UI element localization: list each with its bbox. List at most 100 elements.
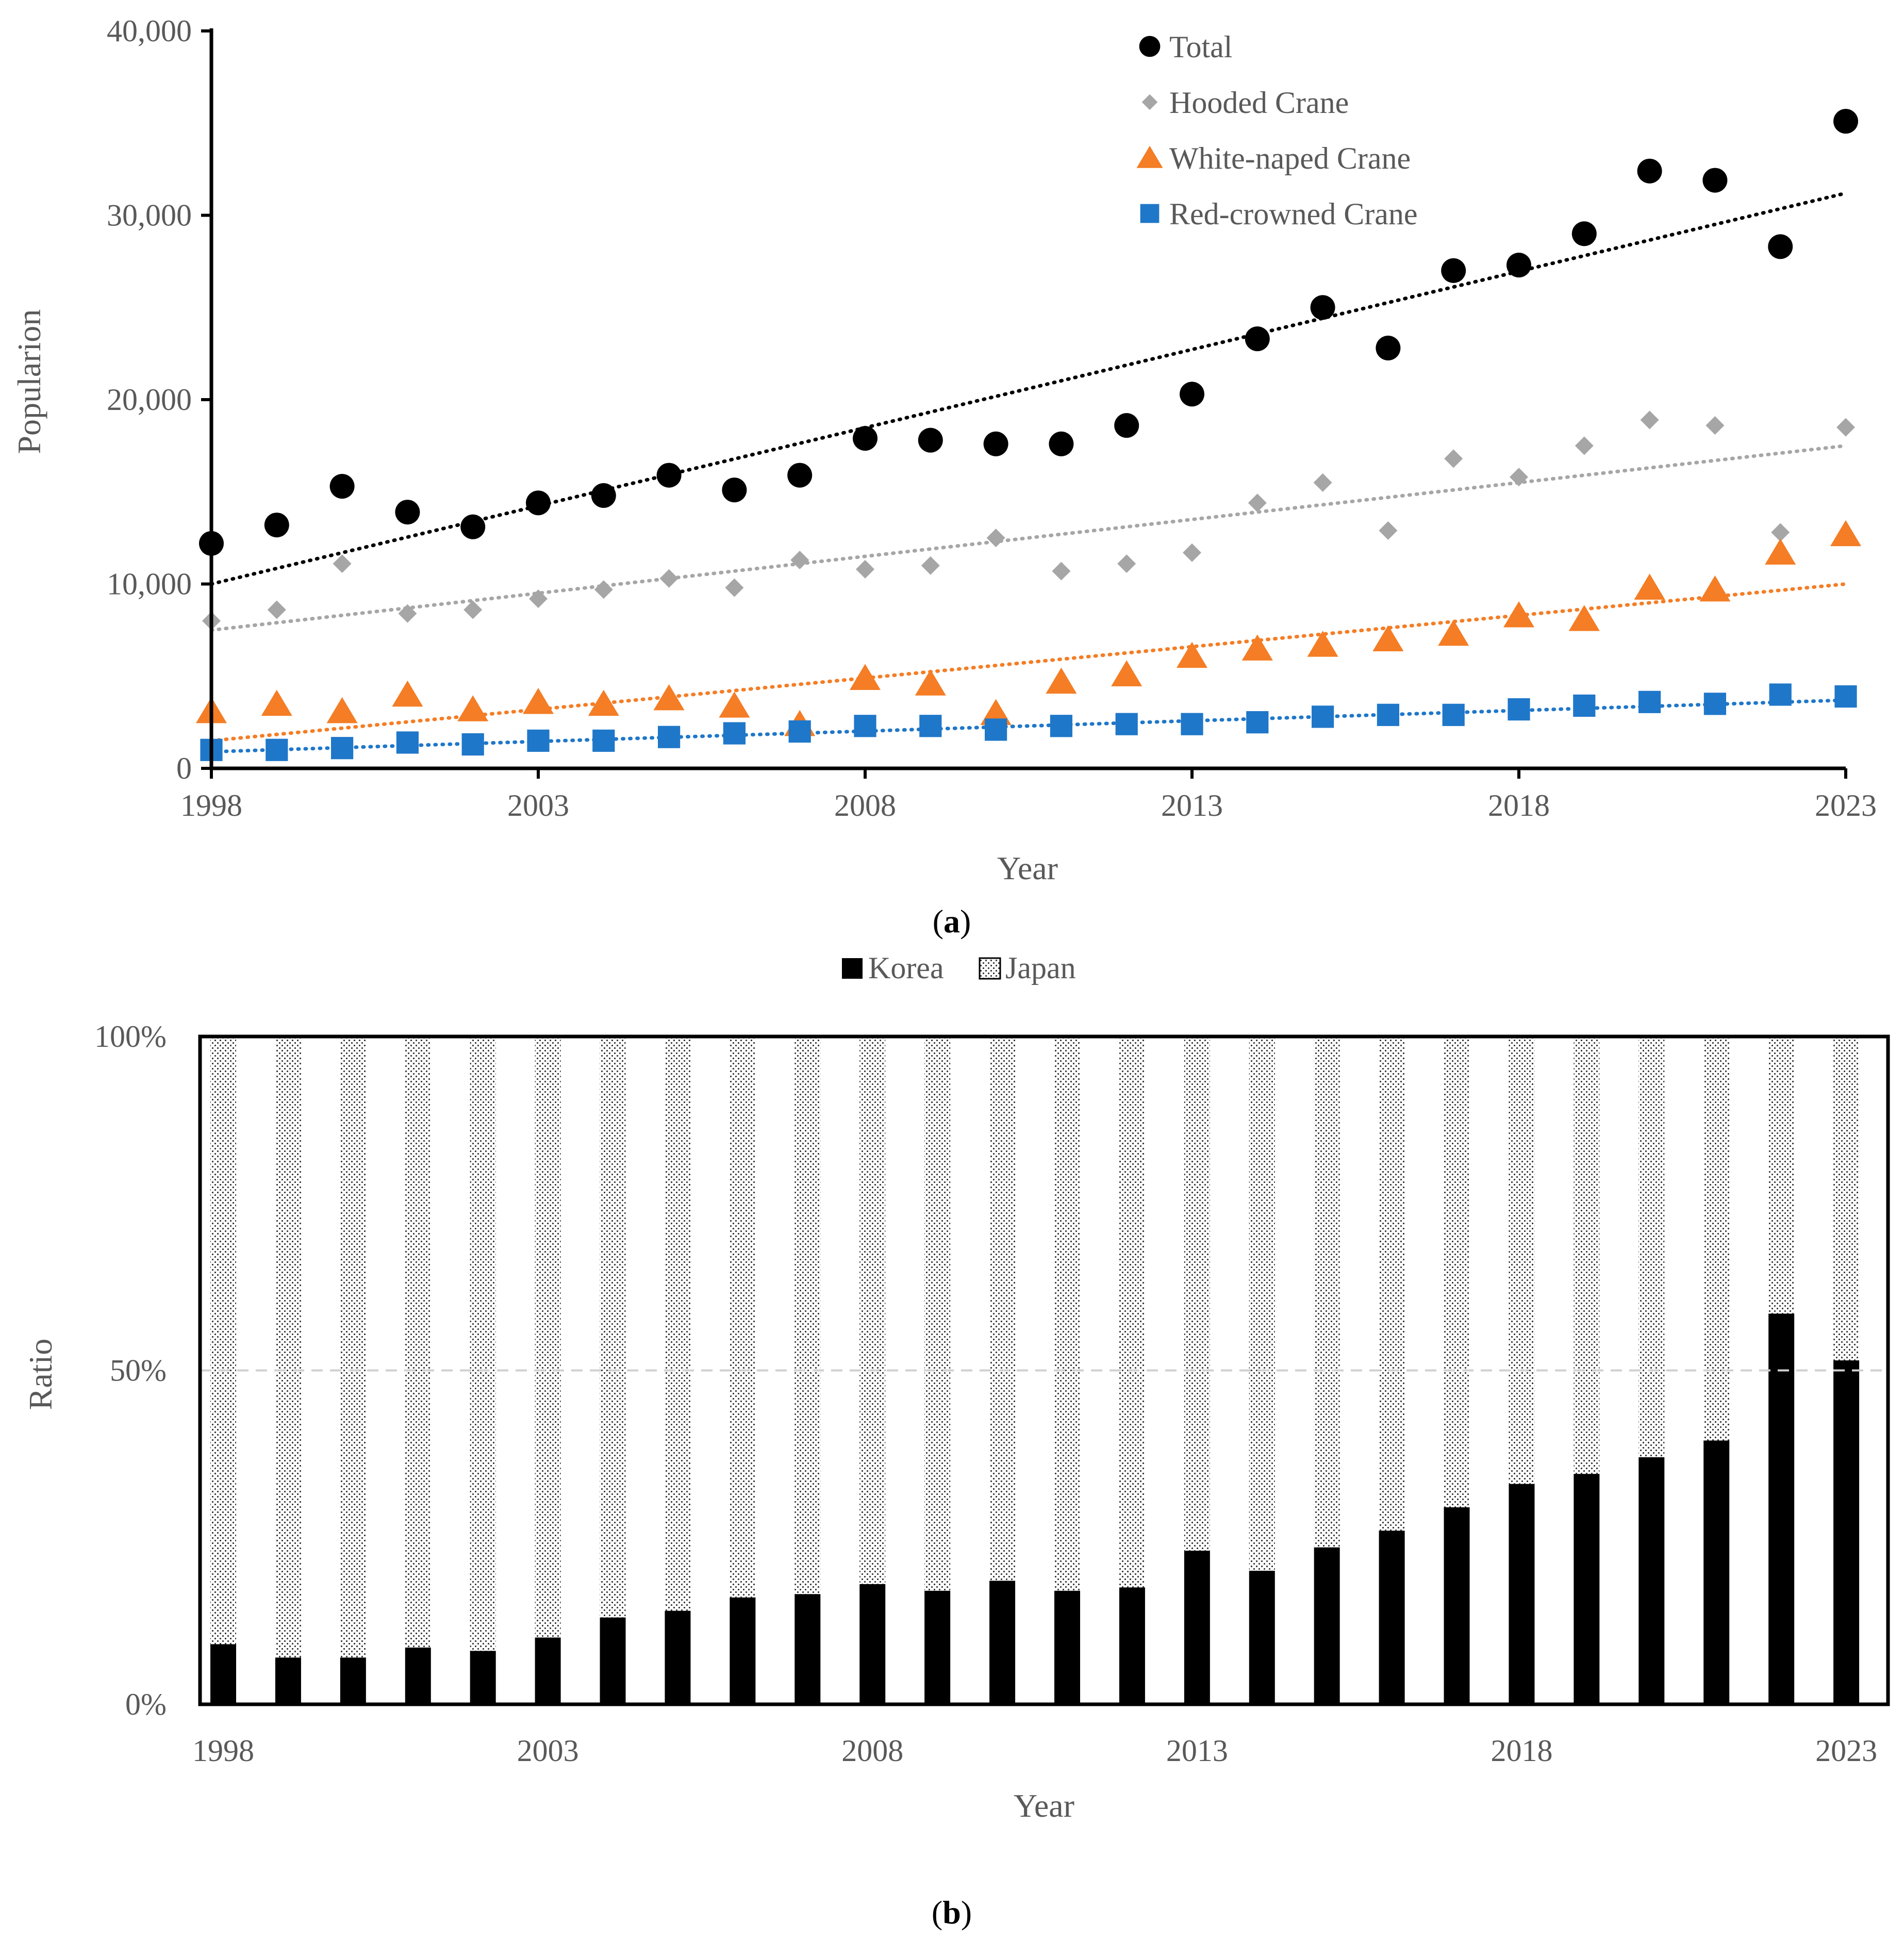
point-total <box>983 431 1008 456</box>
panel-b-ticks: 0% 50% 100% 1998 2003 2008 2013 2018 2023 <box>94 1019 1877 1768</box>
panel-b-legend: Korea Japan <box>842 951 1076 985</box>
panel-a-trendlines <box>209 191 1848 754</box>
bar-korea-2020 <box>1638 1457 1665 1704</box>
trendline-red-crowned-crane <box>209 698 1848 754</box>
point-hooded-crane <box>1706 416 1725 435</box>
point-red-crowned-crane <box>1703 693 1726 715</box>
bar-japan-2004 <box>600 1037 626 1618</box>
point-white-naped-crane <box>719 692 750 718</box>
panel-b-x-tick-label: 2008 <box>841 1734 903 1768</box>
panel-a: 0 10,000 20,000 30,000 40,000 1998 2003 2008 201… <box>11 14 1877 940</box>
legend-swatch-korea <box>842 958 863 979</box>
point-hooded-crane <box>921 556 940 575</box>
bar-korea-2011 <box>1054 1590 1080 1704</box>
panel-a-ticks: 0 10,000 20,000 30,000 40,000 1998 2003 2008 201… <box>107 14 1877 823</box>
bar-japan-2013 <box>1184 1037 1210 1551</box>
point-hooded-crane <box>986 529 1005 548</box>
point-red-crowned-crane <box>1508 698 1530 721</box>
bar-korea-2001 <box>405 1647 431 1704</box>
bar-japan-2020 <box>1638 1037 1665 1457</box>
panel-b-x-axis-title: Year <box>1014 1787 1074 1824</box>
trendline-white-naped-crane <box>209 582 1848 743</box>
bar-japan-2002 <box>470 1037 496 1651</box>
point-white-naped-crane <box>1438 619 1469 646</box>
panel-a-label-letter: a <box>943 903 960 940</box>
point-red-crowned-crane <box>1769 683 1792 706</box>
point-total <box>1114 413 1139 438</box>
point-white-naped-crane <box>1830 520 1862 547</box>
point-white-naped-crane <box>653 684 685 711</box>
point-red-crowned-crane <box>1181 713 1203 735</box>
point-white-naped-crane <box>1503 601 1535 628</box>
bar-korea-2023 <box>1833 1360 1860 1704</box>
bar-korea-2014 <box>1249 1571 1275 1704</box>
bar-japan-2019 <box>1574 1037 1600 1474</box>
point-red-crowned-crane <box>592 729 615 752</box>
bar-japan-1999 <box>275 1037 301 1658</box>
point-white-naped-crane <box>588 689 619 716</box>
point-hooded-crane <box>333 554 352 573</box>
point-total <box>1245 326 1270 352</box>
panel-b-label-letter: b <box>942 1894 961 1931</box>
panel-a-x-axis-title: Year <box>997 850 1058 886</box>
point-total <box>264 513 289 538</box>
bar-japan-2018 <box>1509 1037 1535 1484</box>
bar-japan-2000 <box>340 1037 366 1658</box>
point-total <box>1571 221 1597 246</box>
point-white-naped-crane <box>1372 625 1404 651</box>
point-red-crowned-crane <box>788 720 811 743</box>
bar-japan-1998 <box>210 1037 236 1644</box>
trendline-total <box>209 191 1848 586</box>
panel-a-y-tick-label: 0 <box>176 751 192 785</box>
point-white-naped-crane <box>326 697 358 723</box>
panel-a-points <box>195 109 1862 761</box>
point-hooded-crane <box>856 560 874 579</box>
point-total <box>1833 109 1858 134</box>
point-white-naped-crane <box>1568 605 1600 631</box>
point-hooded-crane <box>1313 473 1332 492</box>
point-white-naped-crane <box>1176 641 1208 668</box>
point-hooded-crane <box>398 604 417 623</box>
point-total <box>526 490 551 516</box>
point-red-crowned-crane <box>919 715 942 737</box>
point-white-naped-crane <box>1111 660 1143 686</box>
point-white-naped-crane <box>1241 634 1273 661</box>
point-hooded-crane <box>1248 494 1267 513</box>
legend-label-hooded-crane: Hooded Crane <box>1169 86 1349 120</box>
bar-japan-2005 <box>665 1037 691 1611</box>
point-total <box>787 463 813 488</box>
bar-korea-2004 <box>600 1617 626 1704</box>
point-total <box>1180 382 1204 407</box>
bar-korea-2022 <box>1768 1313 1795 1704</box>
point-hooded-crane <box>1117 554 1136 573</box>
point-red-crowned-crane <box>1050 715 1072 737</box>
point-white-naped-crane <box>1046 667 1077 694</box>
legend-swatch-japan <box>979 957 1001 980</box>
point-hooded-crane <box>1379 521 1398 540</box>
point-total <box>1049 431 1074 456</box>
point-red-crowned-crane <box>854 715 876 737</box>
bar-japan-2022 <box>1768 1037 1795 1314</box>
panel-b-x-tick-label: 2003 <box>517 1734 579 1768</box>
bar-japan-2009 <box>924 1037 951 1591</box>
bar-korea-2002 <box>470 1651 496 1704</box>
panel-b-x-tick-label: 2013 <box>1166 1734 1228 1768</box>
point-red-crowned-crane <box>985 718 1007 741</box>
bar-japan-2021 <box>1703 1037 1730 1441</box>
point-red-crowned-crane <box>1573 694 1596 717</box>
trendline-hooded-crane <box>209 443 1848 632</box>
panel-b-y-tick-label: 50% <box>110 1354 167 1388</box>
panel-a-x-tick-label: 2018 <box>1488 788 1550 823</box>
panel-b-y-tick-label: 0% <box>125 1687 167 1721</box>
bar-korea-1999 <box>275 1657 301 1704</box>
panel-a-y-tick-label: 40,000 <box>107 14 192 48</box>
point-red-crowned-crane <box>1834 685 1857 708</box>
panel-a-label: (a) <box>933 903 971 940</box>
panel-b-y-axis-title: Ratio <box>22 1339 59 1410</box>
bar-korea-2010 <box>989 1581 1016 1704</box>
panel-a-x-tick-label: 2013 <box>1161 788 1223 823</box>
point-total <box>1376 335 1401 360</box>
bar-korea-2013 <box>1184 1551 1210 1704</box>
point-hooded-crane <box>1640 410 1659 430</box>
panel-a-y-tick-label: 30,000 <box>107 199 192 233</box>
